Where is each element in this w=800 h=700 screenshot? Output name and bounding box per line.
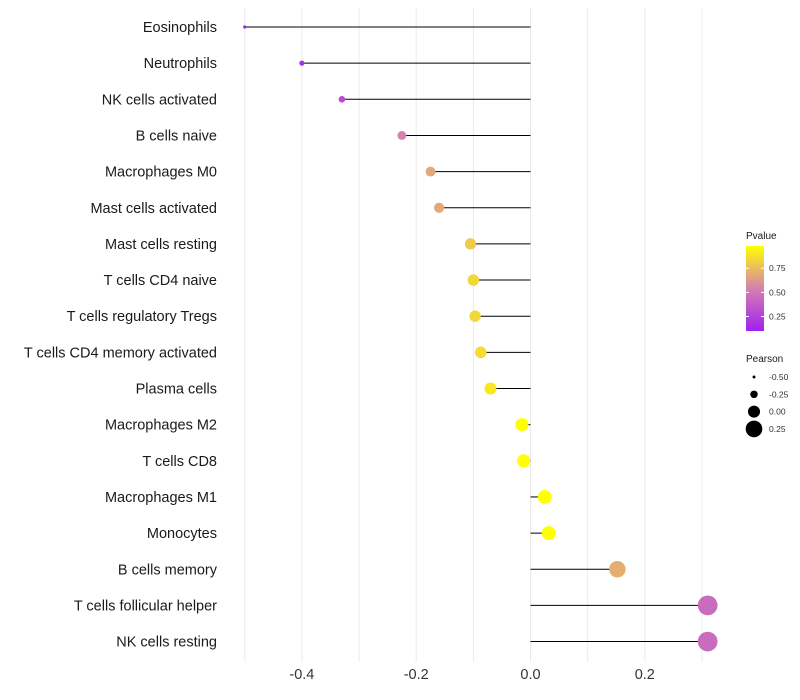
pearson-legend-label: -0.50 — [769, 372, 789, 382]
pearson-legend-key — [745, 420, 763, 438]
pearson-legend-key — [750, 390, 758, 399]
data-point — [299, 60, 305, 66]
category-label: T cells follicular helper — [74, 598, 217, 614]
pearson-legend-key — [752, 375, 756, 379]
data-point — [609, 560, 626, 578]
data-point — [243, 25, 247, 29]
category-label: Mast cells resting — [105, 237, 217, 253]
category-label: NK cells resting — [116, 635, 217, 651]
data-point — [397, 131, 407, 140]
category-label: B cells naive — [136, 128, 217, 144]
pearson-legend-label: -0.25 — [769, 389, 789, 399]
data-point — [467, 274, 480, 286]
data-point — [484, 382, 497, 395]
pearson-legend-label: 0.25 — [769, 424, 786, 434]
pvalue-legend-tick: 0.75 — [769, 263, 786, 273]
pearson-legend: Pearson -0.50 -0.25 0.00 0.25 — [745, 354, 789, 438]
data-point — [425, 166, 436, 177]
category-label: NK cells activated — [102, 92, 217, 108]
data-point — [433, 202, 445, 213]
category-label: T cells CD4 naive — [104, 273, 217, 289]
pvalue-legend-title: Pvalue — [746, 231, 777, 242]
pvalue-legend-tick: 0.50 — [769, 287, 786, 297]
pearson-legend-key — [747, 405, 761, 418]
data-point — [697, 631, 718, 652]
x-tick-label: -0.2 — [404, 667, 429, 683]
x-tick-label: 0.2 — [635, 667, 655, 683]
pearson-legend-label: 0.00 — [769, 407, 786, 417]
x-tick-label: 0.0 — [520, 667, 540, 683]
category-label: Macrophages M1 — [105, 490, 217, 506]
category-label: T cells regulatory Tregs — [67, 309, 217, 325]
x-axis-tick-labels: -0.4 -0.2 0.0 0.2 — [289, 667, 654, 683]
pvalue-legend-tick: 0.25 — [769, 312, 786, 322]
category-label: Macrophages M2 — [105, 418, 217, 434]
pvalue-colorbar — [746, 246, 764, 331]
data-point — [469, 310, 481, 322]
data-point — [474, 346, 487, 359]
grid-lines — [244, 8, 703, 662]
category-labels: Eosinophils Neutrophils NK cells activated… — [24, 20, 218, 651]
pearson-legend-title: Pearson — [746, 354, 783, 365]
data-point — [697, 595, 718, 616]
pvalue-legend: Pvalue 0.25 0.50 0.75 — [746, 231, 786, 331]
category-label: Monocytes — [147, 526, 217, 542]
data-point — [537, 489, 552, 504]
category-label: Neutrophils — [144, 56, 217, 72]
category-label: Mast cells activated — [90, 201, 217, 217]
x-tick-label: -0.4 — [289, 667, 314, 683]
category-label: T cells CD8 — [142, 454, 217, 470]
lollipop-points — [243, 25, 718, 652]
data-point — [515, 418, 529, 432]
data-point — [464, 238, 477, 250]
category-label: T cells CD4 memory activated — [24, 345, 217, 361]
category-label: Plasma cells — [136, 382, 217, 398]
data-point — [338, 95, 346, 103]
category-label: Macrophages M0 — [105, 165, 217, 181]
data-point — [541, 526, 556, 541]
category-label: Eosinophils — [143, 20, 217, 36]
lollipop-stems — [244, 26, 708, 643]
data-point — [517, 454, 531, 468]
category-label: B cells memory — [118, 562, 218, 578]
